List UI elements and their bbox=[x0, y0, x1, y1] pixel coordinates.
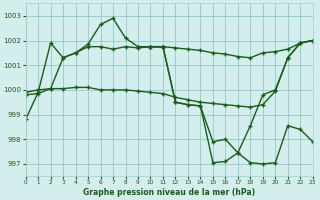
X-axis label: Graphe pression niveau de la mer (hPa): Graphe pression niveau de la mer (hPa) bbox=[83, 188, 255, 197]
